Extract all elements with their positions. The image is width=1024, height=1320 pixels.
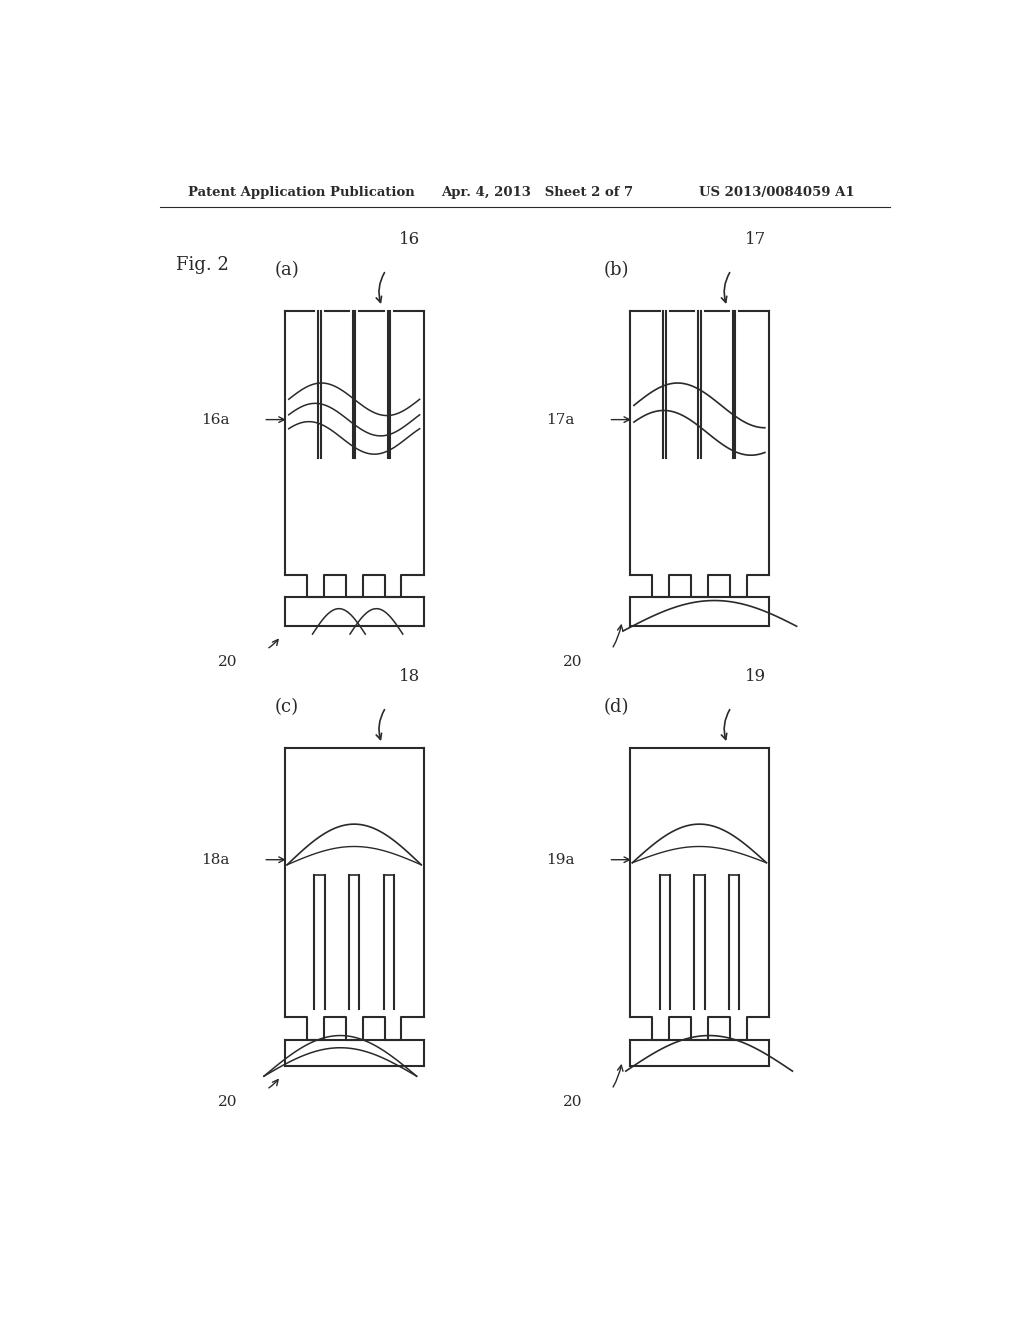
Text: 18a: 18a — [201, 853, 229, 867]
Text: 20: 20 — [218, 655, 238, 668]
Text: Patent Application Publication: Patent Application Publication — [187, 186, 415, 199]
Text: (a): (a) — [274, 261, 299, 280]
Text: 20: 20 — [218, 1094, 238, 1109]
Text: 16: 16 — [399, 231, 421, 248]
Text: Apr. 4, 2013   Sheet 2 of 7: Apr. 4, 2013 Sheet 2 of 7 — [441, 186, 634, 199]
Text: Fig. 2: Fig. 2 — [176, 256, 228, 275]
Text: 17: 17 — [744, 231, 766, 248]
Text: 17a: 17a — [546, 413, 574, 426]
Text: US 2013/0084059 A1: US 2013/0084059 A1 — [699, 186, 855, 199]
Text: 19a: 19a — [546, 853, 574, 867]
Text: (c): (c) — [274, 698, 299, 717]
Text: 20: 20 — [563, 655, 583, 668]
Text: 19: 19 — [744, 668, 766, 685]
Text: 18: 18 — [399, 668, 421, 685]
Text: 20: 20 — [563, 1094, 583, 1109]
Text: (b): (b) — [603, 261, 629, 280]
Text: 16a: 16a — [201, 413, 229, 426]
Text: (d): (d) — [603, 698, 629, 717]
